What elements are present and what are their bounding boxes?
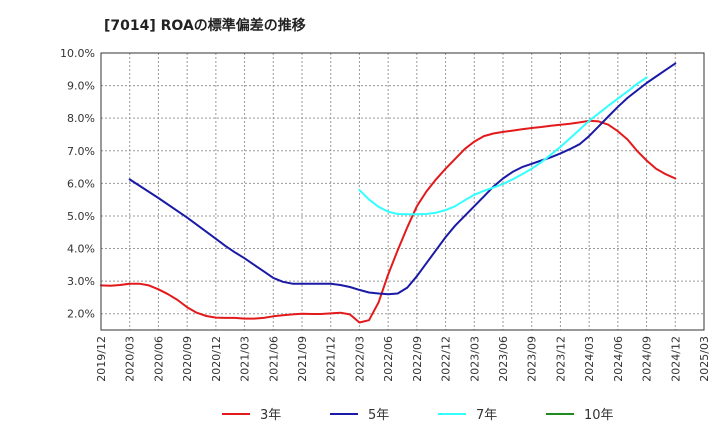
x-tick-label: 2023/03 [468, 336, 481, 382]
y-tick-label: 2.0% [67, 308, 95, 321]
plot-background [101, 53, 704, 330]
series-line-7年 [358, 76, 648, 216]
y-tick-label: 4.0% [67, 243, 95, 256]
x-tick-label: 2022/12 [440, 336, 453, 382]
x-tick-label: 2023/09 [526, 336, 539, 382]
x-tick-label: 2024/12 [669, 336, 682, 382]
y-tick-label: 9.0% [67, 80, 95, 93]
x-tick-label: 2024/03 [583, 336, 596, 382]
x-tick-label: 2021/09 [296, 336, 309, 382]
legend-label: 10年 [584, 408, 614, 423]
y-tick-label: 6.0% [67, 177, 95, 190]
x-tick-label: 2024/09 [641, 336, 654, 382]
x-tick-label: 2022/06 [382, 336, 395, 382]
x-tick-label: 2021/03 [239, 336, 252, 382]
x-tick-label: 2023/06 [497, 336, 510, 382]
y-tick-label: 3.0% [67, 275, 95, 288]
y-tick-label: 7.0% [67, 145, 95, 158]
plot-frame [100, 52, 705, 331]
x-tick-label: 2020/12 [210, 336, 223, 382]
grid [100, 52, 705, 330]
x-tick-label: 2020/06 [152, 336, 165, 382]
x-tick-label: 2023/12 [554, 336, 567, 382]
x-tick-label: 2025/03 [698, 336, 711, 382]
legend: 3年 5年 7年 10年 [222, 408, 614, 423]
series-line-5年 [128, 62, 677, 296]
x-tick-label: 2021/06 [267, 336, 280, 382]
legend-label: 3年 [260, 408, 281, 423]
legend-label: 7年 [476, 408, 497, 423]
y-tick-label: 10.0% [60, 47, 95, 60]
x-tick-label: 2019/12 [95, 336, 108, 382]
y-tick-label: 5.0% [67, 210, 95, 223]
x-tick-label: 2022/09 [411, 336, 424, 382]
x-tick-label: 2020/09 [181, 336, 194, 382]
x-tick-label: 2020/03 [124, 336, 137, 382]
series-lines [100, 62, 677, 324]
x-tick-label: 2024/06 [612, 336, 625, 382]
chart-title: [7014] ROAの標準偏差の推移 [104, 18, 306, 34]
series-line-3年 [100, 119, 677, 324]
axes: 2.0% 3.0% 4.0% 5.0% 6.0% 7.0% 8.0% 9.0% 10.0% 201… [60, 47, 711, 382]
y-tick-label: 8.0% [67, 112, 95, 125]
x-tick-label: 2021/12 [325, 336, 338, 382]
x-tick-label: 2022/03 [353, 336, 366, 382]
legend-label: 5年 [368, 408, 389, 423]
